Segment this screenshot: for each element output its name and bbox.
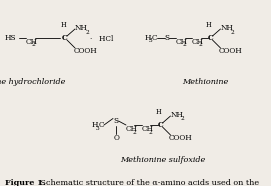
Text: O: O: [114, 134, 119, 142]
Text: COOH: COOH: [73, 47, 97, 55]
Text: H: H: [156, 108, 161, 116]
Text: 2: 2: [231, 30, 235, 34]
Text: ·   HCl: · HCl: [90, 35, 113, 43]
Text: CH: CH: [192, 38, 204, 46]
Text: C: C: [99, 121, 105, 129]
Text: 3: 3: [149, 39, 153, 44]
Text: 2: 2: [198, 42, 202, 47]
Text: Methionine sulfoxide: Methionine sulfoxide: [120, 156, 206, 164]
Text: C: C: [208, 34, 213, 42]
Text: C: C: [157, 121, 163, 129]
Text: H: H: [145, 34, 151, 42]
Text: CH: CH: [142, 125, 154, 133]
Text: Cysteine hydrochloride: Cysteine hydrochloride: [0, 78, 65, 86]
Text: COOH: COOH: [219, 47, 243, 55]
Text: Schematic structure of the α-amino acids used on the
present work.: Schematic structure of the α-amino acids…: [38, 179, 259, 186]
Text: 2: 2: [149, 129, 152, 134]
Text: 2: 2: [31, 42, 35, 47]
Text: CH: CH: [126, 125, 138, 133]
Text: HS: HS: [5, 34, 17, 42]
Text: NH: NH: [75, 24, 88, 32]
Text: H: H: [60, 21, 66, 29]
Text: 3: 3: [96, 126, 100, 131]
Text: H: H: [92, 121, 98, 129]
Text: NH: NH: [221, 24, 233, 32]
Text: S: S: [164, 34, 169, 42]
Text: H: H: [206, 21, 211, 29]
Text: 2: 2: [181, 116, 185, 121]
Text: S: S: [113, 117, 118, 125]
Text: COOH: COOH: [169, 134, 193, 142]
Text: 2: 2: [133, 129, 136, 134]
Text: 2: 2: [182, 42, 186, 47]
Text: Methionine: Methionine: [182, 78, 228, 86]
Text: C: C: [62, 34, 68, 42]
Text: CH: CH: [25, 38, 37, 46]
Text: C: C: [152, 34, 157, 42]
Text: Figure 1.: Figure 1.: [5, 179, 46, 186]
Text: NH: NH: [170, 111, 183, 119]
Text: CH: CH: [176, 38, 188, 46]
Text: 2: 2: [85, 30, 89, 34]
